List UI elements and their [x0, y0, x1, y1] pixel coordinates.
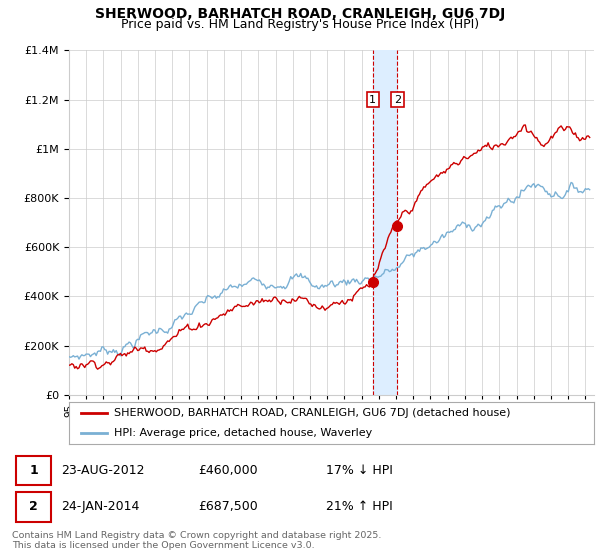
Text: HPI: Average price, detached house, Waverley: HPI: Average price, detached house, Wave… [113, 428, 372, 438]
Text: 23-AUG-2012: 23-AUG-2012 [61, 464, 145, 477]
Bar [373, 50, 397, 395]
Text: 21% ↑ HPI: 21% ↑ HPI [326, 500, 393, 514]
FancyBboxPatch shape [16, 455, 51, 486]
Text: 2: 2 [29, 500, 38, 514]
Text: 24-JAN-2014: 24-JAN-2014 [61, 500, 140, 514]
Text: £460,000: £460,000 [198, 464, 258, 477]
Text: SHERWOOD, BARHATCH ROAD, CRANLEIGH, GU6 7DJ: SHERWOOD, BARHATCH ROAD, CRANLEIGH, GU6 … [95, 7, 505, 21]
Text: £687,500: £687,500 [198, 500, 258, 514]
Text: SHERWOOD, BARHATCH ROAD, CRANLEIGH, GU6 7DJ (detached house): SHERWOOD, BARHATCH ROAD, CRANLEIGH, GU6 … [113, 408, 510, 418]
Text: 17% ↓ HPI: 17% ↓ HPI [326, 464, 393, 477]
FancyBboxPatch shape [16, 492, 51, 522]
Text: 2: 2 [394, 95, 401, 105]
Text: Price paid vs. HM Land Registry's House Price Index (HPI): Price paid vs. HM Land Registry's House … [121, 18, 479, 31]
Text: 1: 1 [29, 464, 38, 477]
Text: 1: 1 [370, 95, 376, 105]
Text: Contains HM Land Registry data © Crown copyright and database right 2025.
This d: Contains HM Land Registry data © Crown c… [12, 531, 382, 550]
